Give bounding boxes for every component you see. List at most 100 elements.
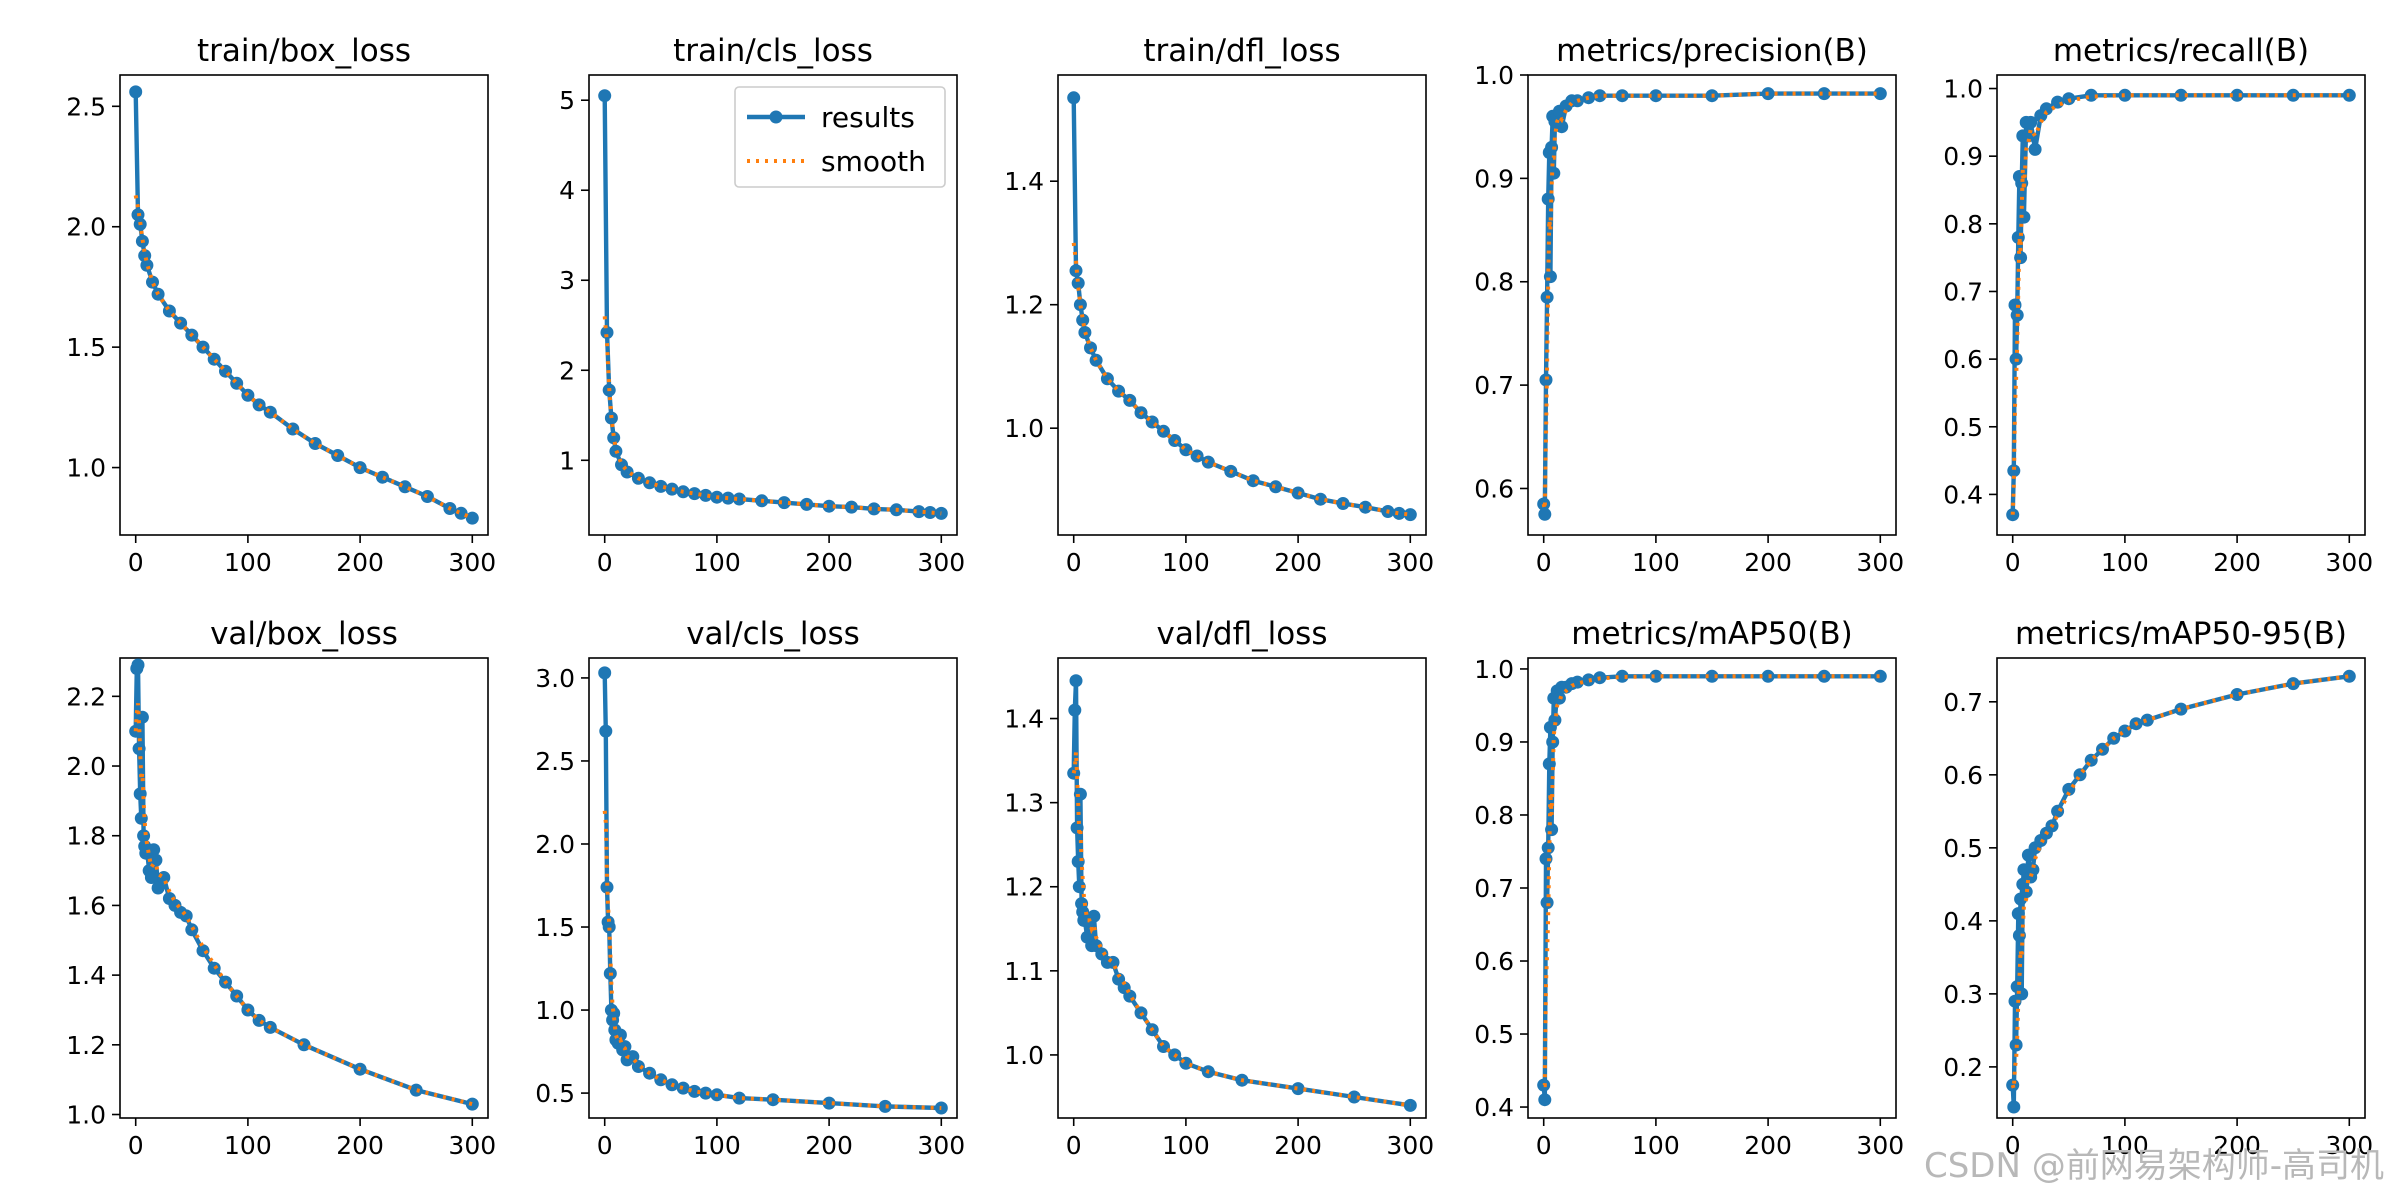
chart-5-metrics-recall-b: metrics/recall(B) 0 100 200 300 0.4 0.5 0.6 0.7 0… xyxy=(1943,33,2373,577)
data-point-results xyxy=(1358,500,1372,514)
y-tick-label: 0.5 xyxy=(535,1079,575,1108)
axes-frame xyxy=(588,74,958,536)
y-tick-label: 2.5 xyxy=(66,92,106,121)
data-point-results xyxy=(2230,88,2244,102)
data-point-results xyxy=(1538,1093,1552,1107)
plot-area xyxy=(2006,669,2356,1114)
data-point-results xyxy=(2230,688,2244,701)
x-tick-label: 100 xyxy=(693,548,741,577)
data-point-results xyxy=(131,658,145,672)
watermark-text: CSDN @前网易架构师-高司机 xyxy=(1924,1146,2384,1186)
data-point-results xyxy=(1067,91,1081,105)
axes-frame xyxy=(1996,74,2366,536)
data-point-results xyxy=(654,479,668,493)
series-line-smooth xyxy=(602,810,942,1110)
x-tick-label: 0 xyxy=(597,548,613,577)
data-point-results xyxy=(766,1093,780,1107)
axes-frame xyxy=(1057,657,1427,1119)
x-tick-label: 200 xyxy=(336,548,384,577)
y-tick-label: 1.0 xyxy=(1474,61,1514,90)
series-line-smooth xyxy=(133,703,473,1107)
data-point-results xyxy=(699,488,713,502)
chart-title: metrics/mAP50-95(B) xyxy=(2015,616,2347,652)
data-point-results xyxy=(196,944,210,958)
data-point-results xyxy=(1539,373,1553,387)
data-point-results xyxy=(1541,841,1555,855)
axes-frame xyxy=(119,657,489,1119)
plot-area xyxy=(1067,674,1417,1112)
y-tick-label: 5 xyxy=(559,86,575,115)
x-tick-label: 100 xyxy=(224,548,272,577)
data-point-results xyxy=(2174,88,2188,102)
y-tick-label: 2.2 xyxy=(66,682,106,711)
x-tick-label: 200 xyxy=(2213,1131,2261,1160)
x-tick-label: 0 xyxy=(2005,1131,2021,1160)
y-tick-label: 1.2 xyxy=(66,1031,106,1060)
data-point-results xyxy=(241,388,255,402)
x-tick-label: 100 xyxy=(2101,548,2149,577)
data-point-results xyxy=(1314,492,1327,506)
data-point-results xyxy=(878,1099,892,1113)
data-point-results xyxy=(600,326,614,339)
data-point-results xyxy=(1873,669,1887,683)
data-point-results xyxy=(2342,669,2356,683)
data-point-results xyxy=(923,506,937,519)
plot-area xyxy=(1537,669,1887,1107)
data-point-results xyxy=(1649,669,1663,683)
y-tick-label: 0.8 xyxy=(1474,268,1514,297)
y-tick-label: 1.5 xyxy=(66,333,106,362)
y-tick-label: 0.9 xyxy=(1474,728,1514,757)
legend-box xyxy=(734,86,946,188)
y-tick-label: 0.7 xyxy=(1474,874,1514,903)
chart-4-metrics-precision-b: metrics/precision(B) 0 100 200 300 0.6 0.7 0.8 0… xyxy=(1474,33,1904,577)
data-point-results xyxy=(1392,506,1406,520)
y-tick-label: 1.0 xyxy=(66,1101,106,1130)
x-tick-label: 0 xyxy=(128,1131,144,1160)
x-tick-label: 300 xyxy=(1856,548,1904,577)
x-tick-label: 200 xyxy=(1274,548,1322,577)
plot-area xyxy=(598,666,948,1115)
y-tick-label: 2.5 xyxy=(535,747,575,776)
x-tick-label: 300 xyxy=(1386,1131,1434,1160)
y-tick-label: 1.4 xyxy=(1004,705,1044,734)
x-tick-label: 100 xyxy=(693,1131,741,1160)
data-point-results xyxy=(147,843,161,857)
y-tick-label: 1.0 xyxy=(1004,1041,1044,1070)
plot-area xyxy=(129,85,479,525)
y-tick-label: 0.5 xyxy=(1474,1020,1514,1049)
chart-7-val-cls-loss: val/cls_loss 0 100 200 300 0.5 1.0 1.5 2.0 2.5 3.0 xyxy=(535,616,965,1160)
y-tick-label: 0.5 xyxy=(1943,413,1983,442)
data-point-results xyxy=(465,511,479,525)
y-tick-label: 2 xyxy=(559,356,575,385)
data-point-results xyxy=(174,316,188,330)
axes-frame xyxy=(1527,74,1897,536)
y-tick-label: 3 xyxy=(559,266,575,295)
data-point-results xyxy=(2096,742,2109,756)
data-point-results xyxy=(676,1081,690,1095)
chart-title: val/box_loss xyxy=(210,616,398,652)
data-point-results xyxy=(465,1097,479,1111)
chart-6-val-box-loss: val/box_loss 0 100 200 300 1.0 1.2 1.4 1.6 1.8 2.0… xyxy=(66,616,496,1160)
data-point-results xyxy=(643,476,657,490)
data-point-results xyxy=(699,1086,713,1100)
data-point-results xyxy=(867,502,881,516)
data-point-results xyxy=(1873,87,1887,101)
x-tick-label: 0 xyxy=(1066,548,1082,577)
data-point-results xyxy=(140,258,154,272)
series-line-smooth xyxy=(602,316,942,516)
data-point-results xyxy=(420,490,434,503)
x-tick-label: 100 xyxy=(1632,1131,1680,1160)
data-point-results xyxy=(2026,863,2040,877)
chart-title: metrics/recall(B) xyxy=(2053,33,2309,69)
data-point-results xyxy=(2017,210,2031,224)
data-point-results xyxy=(732,492,746,506)
y-tick-label: 1 xyxy=(559,446,575,475)
x-tick-label: 0 xyxy=(128,548,144,577)
chart-8-val-dfl-loss: val/dfl_loss 0 100 200 300 1.0 1.1 1.2 1.3 1.4 xyxy=(1004,616,1434,1160)
data-point-results xyxy=(822,499,836,513)
data-point-results xyxy=(1548,713,1562,727)
data-point-results xyxy=(912,505,926,519)
y-tick-label: 1.0 xyxy=(535,996,575,1025)
data-point-results xyxy=(1072,880,1086,894)
data-point-results xyxy=(1403,508,1417,522)
